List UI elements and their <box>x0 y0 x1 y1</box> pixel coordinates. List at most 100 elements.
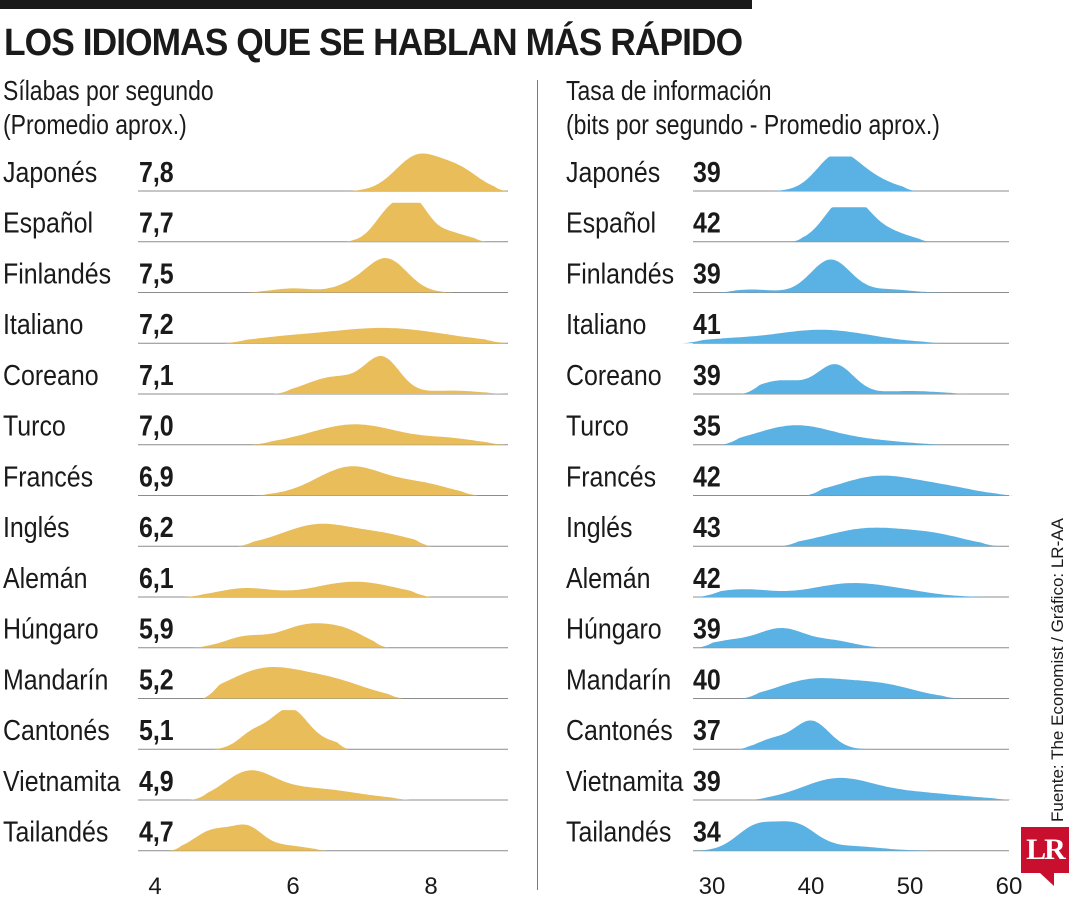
language-label: Cantonés <box>566 715 673 747</box>
chart-title: LOS IDIOMAS QUE SE HABLAN MÁS RÁPIDO <box>4 22 743 64</box>
density-ridge <box>189 623 390 648</box>
ridge-row-right-8: Inglés 43 <box>566 512 1009 547</box>
language-label: Coreano <box>3 359 99 391</box>
average-value: 5,2 <box>139 664 174 696</box>
language-label: Finlandés <box>566 258 674 290</box>
ridge-row-right-12: Cantonés 37 <box>566 715 1009 750</box>
density-ridge <box>781 527 1000 547</box>
average-value: 6,1 <box>139 562 174 594</box>
ridge-row-right-11: Mandarín 40 <box>566 664 1009 699</box>
average-value: 39 <box>693 156 721 188</box>
language-label: Vietnamita <box>566 765 684 797</box>
average-value: 35 <box>693 410 721 442</box>
density-ridge <box>741 678 960 699</box>
density-ridge <box>736 720 876 750</box>
left-subtitle-line-1: Sílabas por segundo <box>3 75 214 106</box>
language-label: Turco <box>566 410 629 442</box>
average-value: 7,7 <box>139 207 174 239</box>
density-ridge <box>224 327 507 344</box>
ridge-row-left-9: Alemán 6,1 <box>3 562 508 598</box>
right-subtitle-line-2: (bits por segundo - Promedio aprox.) <box>566 109 940 140</box>
density-ridge <box>168 824 328 851</box>
language-label: Tailandés <box>3 816 108 848</box>
density-ridge <box>717 259 960 293</box>
ridge-row-left-2: Español 7,7 <box>3 202 508 243</box>
density-ridge <box>682 821 1014 851</box>
source-credit: Fuente: The Economist / Gráfico: LR-AA <box>1048 518 1067 822</box>
average-value: 41 <box>693 309 721 341</box>
ridge-row-left-5: Coreano 7,1 <box>3 356 508 395</box>
density-ridge <box>244 258 459 293</box>
density-ridge <box>697 583 995 597</box>
average-value: 39 <box>693 258 721 290</box>
language-label: Alemán <box>566 562 651 594</box>
average-value: 6,2 <box>139 512 174 544</box>
average-value: 39 <box>693 613 721 645</box>
ridge-row-left-8: Inglés 6,2 <box>3 512 508 547</box>
average-value: 7,0 <box>139 410 174 442</box>
ridge-row-right-2: Español 42 <box>566 207 1009 243</box>
x-tick-label: 6 <box>286 873 299 900</box>
density-ridge <box>791 207 930 242</box>
ridge-row-left-4: Italiano 7,2 <box>3 309 508 344</box>
ridge-row-right-1: Japonés 39 <box>566 156 1009 192</box>
ridge-row-left-10: Húngaro 5,9 <box>3 613 508 649</box>
x-tick-label: 4 <box>148 873 161 900</box>
density-ridge <box>182 581 431 597</box>
language-label: Japonés <box>566 156 660 188</box>
language-label: Finlandés <box>3 258 111 290</box>
ridge-row-left-3: Finlandés 7,5 <box>3 258 508 293</box>
x-tick-label: 50 <box>897 873 924 900</box>
ridge-row-left-13: Vietnamita 4,9 <box>3 765 508 801</box>
average-value: 37 <box>693 715 721 747</box>
x-tick-label: 60 <box>996 873 1023 900</box>
ridge-row-right-13: Vietnamita 39 <box>566 765 1014 801</box>
density-ridge <box>251 424 507 445</box>
average-value: 5,1 <box>139 715 174 747</box>
average-value: 39 <box>693 765 721 797</box>
x-tick-label: 30 <box>699 873 726 900</box>
density-ridge <box>721 425 945 445</box>
density-ridge <box>806 475 1014 496</box>
density-ridge <box>189 770 411 800</box>
ridge-row-right-10: Húngaro 39 <box>566 613 1009 649</box>
language-label: Español <box>3 207 93 239</box>
language-label: Cantonés <box>3 715 110 747</box>
average-value: 6,9 <box>139 461 174 493</box>
density-ridge <box>771 156 915 191</box>
average-value: 4,7 <box>139 816 174 848</box>
language-label: Mandarín <box>3 664 108 696</box>
language-label: Japonés <box>3 156 97 188</box>
language-label: Francés <box>566 461 656 493</box>
lr-logo-tail <box>1040 873 1054 886</box>
average-value: 7,5 <box>139 258 174 290</box>
average-value: 7,8 <box>139 156 174 188</box>
average-value: 42 <box>693 562 721 594</box>
panel-divider <box>537 80 538 890</box>
density-ridge <box>697 628 891 648</box>
average-value: 7,2 <box>139 309 174 341</box>
average-value: 40 <box>693 664 721 696</box>
language-label: Español <box>566 207 656 239</box>
language-label: Italiano <box>3 309 83 341</box>
density-ridge <box>251 466 480 496</box>
language-label: Coreano <box>566 359 662 391</box>
x-tick-label: 40 <box>798 873 825 900</box>
ridge-row-right-4: Italiano 41 <box>566 309 1009 344</box>
language-label: Inglés <box>566 512 633 544</box>
left-panel-subtitle: Sílabas por segundo (Promedio aprox.) <box>3 74 214 142</box>
density-ridge <box>341 202 487 242</box>
language-label: Italiano <box>566 309 646 341</box>
ridge-row-right-5: Coreano 39 <box>566 359 1009 395</box>
x-tick-label: 8 <box>424 873 437 900</box>
average-value: 4,9 <box>139 765 174 797</box>
density-ridge <box>203 667 404 699</box>
ridge-row-left-11: Mandarín 5,2 <box>3 664 508 699</box>
density-ridge <box>348 153 507 191</box>
density-ridge <box>682 329 945 344</box>
ridge-row-right-9: Alemán 42 <box>566 562 1009 598</box>
language-label: Turco <box>3 410 66 442</box>
language-label: Francés <box>3 461 93 493</box>
language-label: Mandarín <box>566 664 671 696</box>
